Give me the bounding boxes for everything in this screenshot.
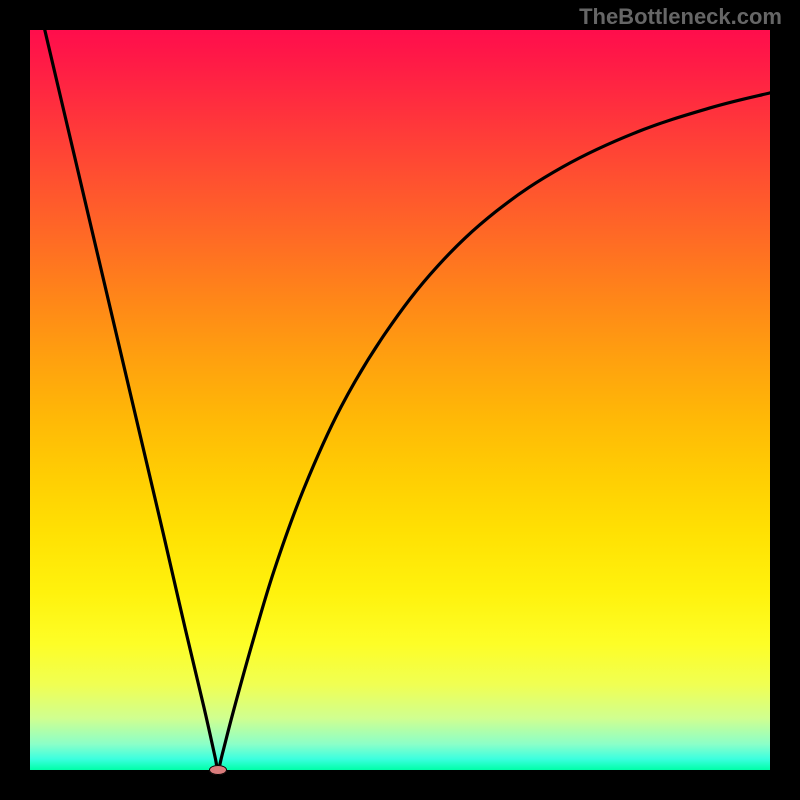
gradient-background (30, 30, 770, 770)
chart-container: TheBottleneck.com (0, 0, 800, 800)
plot-area (30, 30, 770, 770)
watermark-text: TheBottleneck.com (579, 4, 782, 30)
